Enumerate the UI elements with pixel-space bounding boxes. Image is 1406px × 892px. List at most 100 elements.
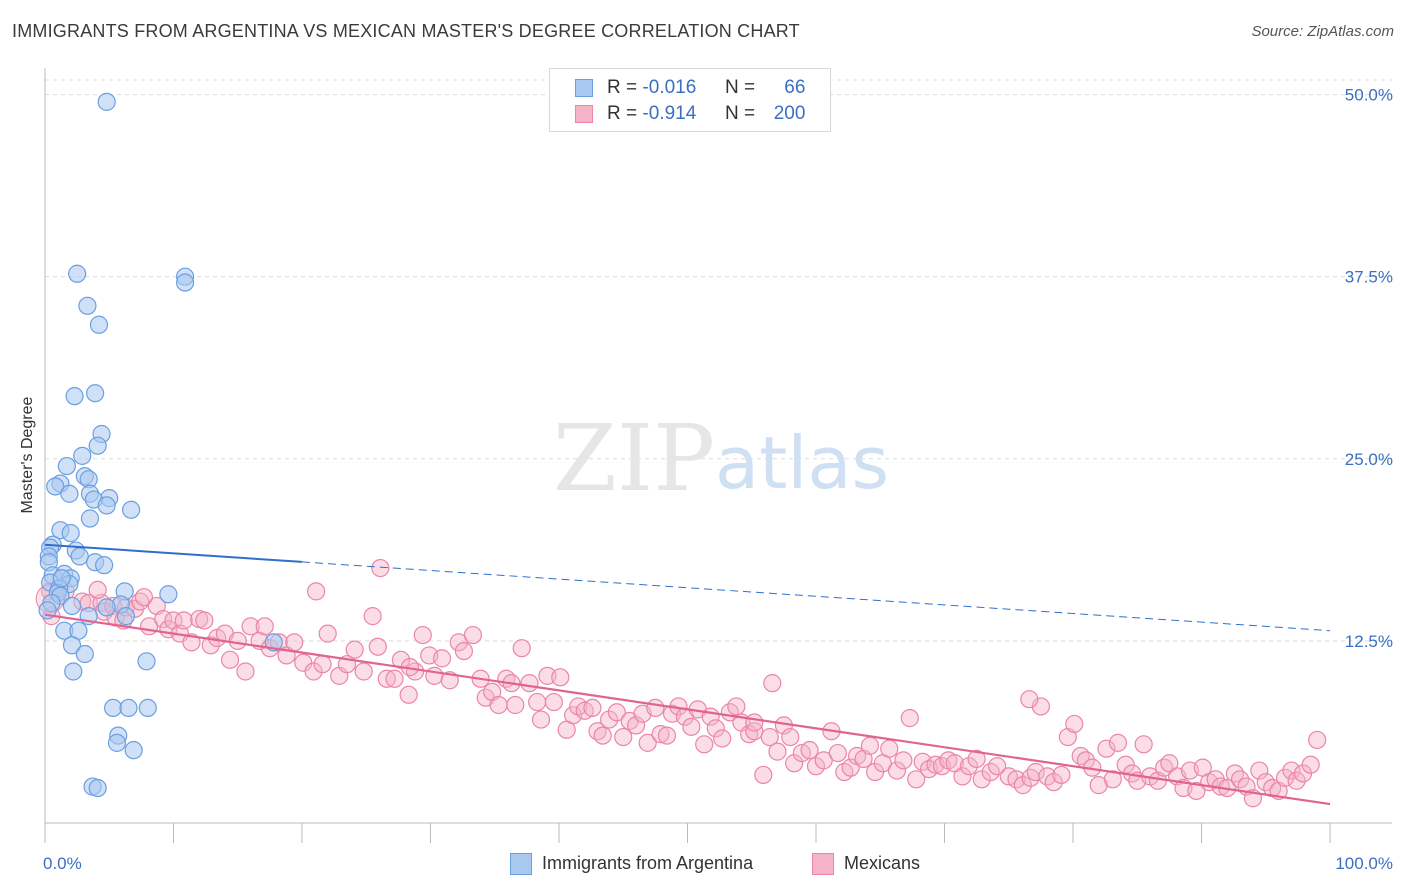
mexicans-point: [449, 633, 468, 652]
argentina-trend-dashed: [301, 561, 1331, 632]
legend-r-value: -0.016: [642, 77, 697, 98]
mexicans-point: [695, 735, 714, 754]
mexicans-point: [377, 669, 396, 688]
mexicans-point: [651, 725, 670, 744]
mexicans-point: [544, 692, 563, 712]
mexicans-point: [1065, 714, 1084, 734]
argentina-point: [57, 456, 76, 476]
mexicans-point: [1097, 739, 1116, 758]
legend-r-value: -0.914: [642, 103, 697, 124]
mexicans-point: [385, 669, 404, 688]
mexicans-point: [182, 633, 201, 652]
mexicans-point: [1044, 773, 1063, 792]
mexicans-point: [1134, 735, 1153, 754]
mexicans-point: [768, 742, 787, 761]
argentina-point: [62, 596, 82, 616]
legend-n-label: N =: [725, 103, 756, 124]
argentina-point: [95, 556, 114, 575]
mexicans-point: [1026, 762, 1045, 782]
mexicans-point: [713, 729, 732, 748]
mexicans-point: [1250, 761, 1269, 780]
argentina-point: [64, 662, 83, 681]
mexicans-point: [88, 580, 107, 600]
x-tick-label-min: 0.0%: [43, 854, 82, 873]
mexicans-point: [607, 703, 626, 722]
chart-title: IMMIGRANTS FROM ARGENTINA VS MEXICAN MAS…: [12, 21, 800, 41]
mexicans-point: [220, 650, 240, 669]
mexicans-point: [614, 727, 633, 747]
mexicans-point: [285, 633, 304, 652]
argentina-point: [46, 477, 65, 496]
mexicans-point: [512, 639, 531, 658]
mexicans-point: [967, 749, 986, 768]
mexicans-point: [593, 726, 612, 745]
mexicans-point: [147, 596, 166, 616]
argentina-points: [38, 92, 283, 798]
mexicans-point: [564, 706, 583, 725]
mexicans-point: [880, 739, 899, 758]
mexicans-point: [174, 611, 193, 630]
mexicans-point: [860, 736, 880, 755]
mexicans-point: [626, 716, 646, 735]
bottom-legend-label-mexicans: Mexicans: [844, 853, 921, 873]
mexicans-point: [489, 695, 508, 715]
bottom-legend-label-argentina: Immigrants from Argentina: [542, 853, 754, 873]
mexicans-point: [814, 751, 833, 770]
mexicans-point: [1187, 781, 1206, 801]
mexicans-point: [1031, 697, 1050, 716]
argentina-point: [70, 547, 89, 566]
mexicans-point: [399, 685, 418, 704]
mexicans-points: [35, 558, 1327, 808]
argentina-point: [62, 636, 82, 655]
y-tick-label: 37.5%: [1345, 268, 1393, 287]
mexicans-point: [1020, 690, 1039, 709]
argentina-point: [97, 92, 116, 111]
argentina-point: [88, 436, 107, 455]
mexicans-point: [740, 725, 759, 744]
mexicans-point: [781, 727, 800, 747]
mexicans-point: [313, 655, 332, 674]
legend-row-mexicans: R = -0.914 N = 200: [550, 101, 830, 127]
mexicans-point: [528, 692, 547, 712]
mexicans-point: [1013, 776, 1032, 795]
argentina-point: [119, 698, 138, 718]
mexicans-point: [201, 636, 220, 655]
argentina-point: [73, 446, 92, 465]
chart-source: Source: ZipAtlas.com: [1251, 23, 1394, 40]
mexicans-point: [1287, 771, 1306, 790]
argentina-point: [175, 273, 195, 292]
watermark-zip: ZIP: [553, 405, 715, 512]
mexicans-point: [1301, 755, 1320, 774]
trend-lines: [44, 543, 1331, 806]
mexicans-point: [657, 726, 677, 745]
correlation-legend: R = -0.016 N = 66 R = -0.914 N = 200: [549, 68, 831, 132]
mexicans-point: [1108, 733, 1128, 752]
argentina-point: [78, 296, 97, 315]
argentina-point: [107, 733, 127, 752]
argentina-point: [68, 264, 87, 283]
argentina-point: [60, 484, 79, 503]
mexicans-point: [959, 757, 979, 776]
bottom-legend-swatch-mexicans: [812, 853, 834, 875]
argentina-point: [97, 496, 116, 515]
mexicans-point: [907, 770, 926, 789]
y-tick-label: 12.5%: [1345, 632, 1393, 651]
mexicans-point: [1052, 765, 1071, 785]
mexicans-point: [354, 662, 373, 681]
mexicans-point: [228, 631, 247, 650]
mexicans-point: [854, 749, 873, 768]
watermark-atlas: atlas: [715, 421, 889, 505]
mexicans-point: [638, 733, 657, 752]
mexicans-point: [1058, 727, 1077, 747]
mexicans-point: [241, 617, 260, 636]
mexicans-point: [785, 754, 804, 773]
legend-swatch-argentina: [575, 79, 593, 97]
mexicans-point: [236, 662, 255, 681]
argentina-point: [38, 601, 57, 620]
mexicans-point: [1225, 764, 1245, 783]
mexicans-point: [706, 719, 725, 738]
argentina-point: [116, 607, 136, 626]
mexicans-point: [531, 710, 551, 729]
mexicans-point: [551, 668, 570, 687]
watermark: ZIP atlas: [553, 405, 889, 512]
